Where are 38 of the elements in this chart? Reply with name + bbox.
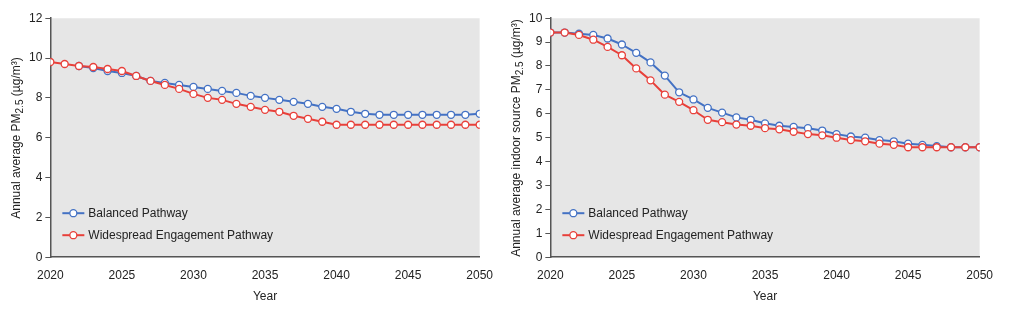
y-tick-label: 2	[35, 209, 43, 224]
x-tick-label: 2035	[251, 267, 279, 282]
y-tick-label: 6	[35, 130, 43, 145]
x-axis-title: Year	[752, 289, 778, 304]
y-tick-label: 0	[35, 249, 43, 264]
legend-label: Widespread Engagement Pathway	[588, 227, 774, 242]
x-tick-label: 2045	[894, 267, 922, 282]
y-tick-label: 10	[28, 50, 43, 65]
x-axis-title: Year	[252, 289, 278, 304]
x-tick-label: 2020	[37, 267, 65, 282]
y-tick-label: 12	[28, 10, 43, 25]
y-tick-label: 4	[535, 153, 543, 168]
y-tick-label: 8	[535, 58, 543, 73]
y-tick-label: 3	[535, 177, 543, 192]
y-tick-label: 6	[535, 106, 543, 121]
x-tick-label: 2040	[323, 267, 351, 282]
y-tick-label: 7	[535, 82, 543, 97]
x-tick-label: 2030	[180, 267, 208, 282]
x-tick-label: 2050	[466, 267, 494, 282]
x-tick-label: 2025	[108, 267, 136, 282]
y-tick-label: 9	[535, 34, 543, 49]
x-tick-label: 2035	[751, 267, 779, 282]
x-tick-label: 2020	[537, 267, 565, 282]
y-tick-label: 2	[535, 201, 543, 216]
y-tick-label: 8	[35, 90, 43, 105]
y-tick-label: 5	[535, 130, 543, 145]
x-tick-label: 2040	[823, 267, 851, 282]
y-tick-label: 0	[535, 249, 543, 264]
y-tick-label: 1	[535, 225, 543, 240]
y-tick-label: 4	[35, 169, 43, 184]
x-tick-label: 2045	[394, 267, 422, 282]
x-tick-label: 2030	[680, 267, 708, 282]
x-tick-label: 2025	[608, 267, 636, 282]
y-tick-label: 10	[528, 10, 543, 25]
legend-label: Balanced Pathway	[588, 205, 688, 220]
legend-label: Widespread Engagement Pathway	[88, 227, 274, 242]
legend-label: Balanced Pathway	[88, 205, 188, 220]
x-tick-label: 2050	[966, 267, 994, 282]
